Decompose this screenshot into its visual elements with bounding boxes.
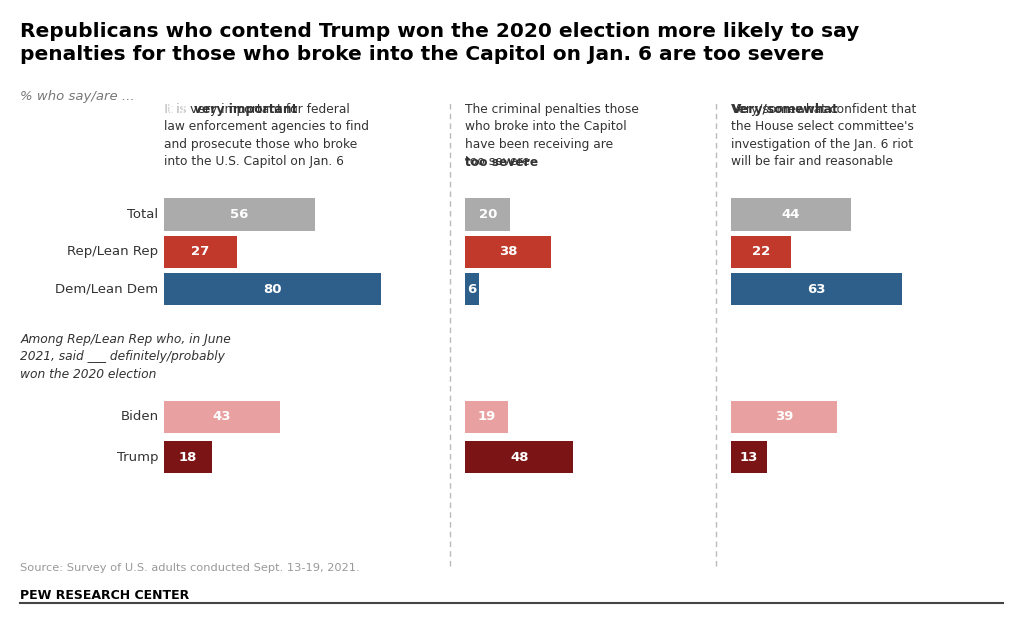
Text: 27: 27 [191, 246, 210, 258]
Text: 18: 18 [179, 451, 197, 463]
Text: PEW RESEARCH CENTER: PEW RESEARCH CENTER [20, 589, 189, 602]
Bar [164, 273, 381, 305]
Bar [465, 198, 510, 231]
Bar [465, 273, 479, 305]
Text: 48: 48 [510, 451, 529, 463]
Text: 22: 22 [752, 246, 770, 258]
Bar [731, 236, 791, 268]
Bar [731, 273, 902, 305]
Text: 44: 44 [782, 208, 800, 221]
Bar [731, 441, 766, 473]
Text: It is: It is [164, 103, 190, 116]
Text: 13: 13 [740, 451, 758, 463]
Text: very important: very important [194, 103, 298, 116]
Bar [465, 441, 574, 473]
Text: Republicans who contend Trump won the 2020 election more likely to say
penalties: Republicans who contend Trump won the 20… [20, 22, 859, 63]
Text: It is very important for federal
law enforcement agencies to find
and prosecute : It is very important for federal law enf… [164, 103, 368, 168]
Text: 19: 19 [478, 411, 496, 423]
Text: 39: 39 [775, 411, 794, 423]
Bar [164, 236, 237, 268]
Text: 38: 38 [499, 246, 518, 258]
Text: Very/somewhat confident that
the House select committee's
investigation of the J: Very/somewhat confident that the House s… [731, 103, 917, 168]
Text: Trump: Trump [117, 451, 159, 463]
Bar [731, 198, 851, 231]
Text: % who say/are ...: % who say/are ... [20, 90, 135, 103]
Text: Very/somewhat: Very/somewhat [731, 103, 838, 116]
Bar [465, 236, 551, 268]
Text: Dem/Lean Dem: Dem/Lean Dem [55, 283, 159, 295]
Bar [465, 401, 508, 433]
Text: Source: Survey of U.S. adults conducted Sept. 13-19, 2021.: Source: Survey of U.S. adults conducted … [20, 563, 360, 573]
Text: Biden: Biden [121, 411, 159, 423]
Text: 6: 6 [468, 283, 477, 295]
Text: Rep/Lean Rep: Rep/Lean Rep [68, 246, 159, 258]
Text: Among Rep/Lean Rep who, in June
2021, said ___ definitely/probably
won the 2020 : Among Rep/Lean Rep who, in June 2021, sa… [20, 333, 231, 381]
Bar [164, 198, 315, 231]
Bar [731, 401, 837, 433]
Text: The criminal penalties those
who broke into the Capitol
have been receiving are
: The criminal penalties those who broke i… [465, 103, 639, 168]
Text: 20: 20 [479, 208, 497, 221]
Text: 56: 56 [230, 208, 249, 221]
Text: 80: 80 [263, 283, 281, 295]
Text: 63: 63 [807, 283, 827, 295]
Text: 43: 43 [213, 411, 231, 423]
Bar [164, 401, 280, 433]
Text: too severe: too severe [465, 156, 539, 169]
Bar [164, 441, 213, 473]
Text: Total: Total [128, 208, 159, 221]
